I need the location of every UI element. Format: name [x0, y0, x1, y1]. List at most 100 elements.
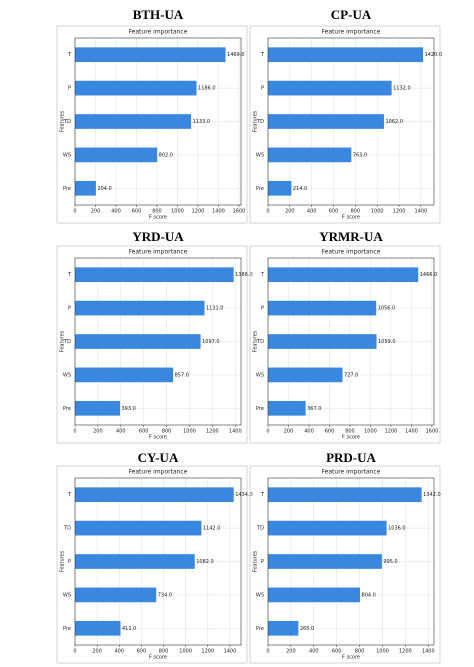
panel-label: BTH-UA: [133, 7, 184, 22]
plot-frame: [74, 257, 242, 426]
bar: [268, 487, 422, 503]
x-tick-label: 1600: [233, 209, 246, 215]
bar: [75, 180, 96, 196]
x-tick-label: 600: [137, 649, 147, 655]
value-label: 1131.0: [206, 306, 224, 312]
value-label: 1142.0: [203, 526, 221, 532]
panel-label: CP-UA: [331, 7, 372, 22]
x-tick-label: 200: [284, 429, 294, 435]
bar: [75, 80, 197, 96]
y-tick-label: T: [260, 272, 265, 278]
x-tick-label: 400: [304, 429, 314, 435]
x-axis-label: F score: [342, 435, 360, 441]
x-axis-label: F score: [149, 655, 167, 661]
value-label: 214.0: [293, 186, 307, 192]
value-label: 1342.0: [423, 492, 441, 498]
value-label: 727.0: [344, 372, 358, 378]
bar: [75, 114, 192, 129]
y-tick-label: P: [68, 559, 71, 565]
bar: [75, 334, 201, 349]
y-axis-label: Features: [253, 550, 259, 572]
x-tick-label: 800: [152, 209, 162, 215]
x-tick-label: 1400: [422, 649, 435, 655]
x-tick-label: 0: [73, 209, 76, 215]
x-tick-label: 1400: [212, 209, 225, 215]
value-label: 393.0: [121, 406, 135, 412]
x-tick-label: 600: [132, 209, 142, 215]
bar: [75, 147, 158, 163]
panel-frame: [56, 25, 248, 224]
y-tick-label: P: [261, 86, 264, 92]
y-tick-label: T: [67, 272, 72, 278]
value-label: 1036.0: [388, 526, 406, 532]
y-tick-label: P: [68, 86, 71, 92]
chart-title: Feature importance: [322, 29, 381, 36]
x-tick-label: 1200: [206, 429, 219, 435]
x-axis-label: F score: [149, 435, 167, 441]
y-tick-label: TD: [63, 526, 71, 532]
y-tick-label: TD: [63, 119, 71, 125]
value-label: 204.0: [97, 186, 111, 192]
x-axis-label: F score: [342, 655, 360, 661]
bar: [268, 80, 392, 96]
value-label: 1466.0: [420, 272, 438, 278]
plot-frame: [267, 37, 435, 206]
x-tick-label: 200: [92, 649, 102, 655]
bar: [268, 267, 419, 283]
x-tick-label: 0: [266, 429, 269, 435]
x-tick-label: 800: [162, 429, 172, 435]
y-tick-label: TD: [256, 526, 264, 532]
x-tick-label: 1400: [229, 429, 242, 435]
panel-frame: [249, 465, 441, 664]
bar: [75, 587, 157, 603]
x-tick-label: 600: [332, 649, 342, 655]
panel-frame: [56, 465, 248, 664]
y-tick-label: TD: [63, 339, 71, 345]
x-tick-label: 200: [286, 649, 296, 655]
x-tick-label: 600: [139, 429, 149, 435]
x-tick-label: 1000: [179, 649, 192, 655]
value-label: 1082.0: [196, 559, 214, 565]
value-label: 1386.0: [235, 272, 253, 278]
plot-frame: [267, 257, 435, 426]
x-tick-label: 1000: [376, 649, 389, 655]
value-label: 1186.0: [198, 86, 216, 92]
y-axis-label: Features: [60, 550, 66, 572]
value-label: 857.0: [175, 372, 189, 378]
value-label: 1056.0: [378, 306, 396, 312]
x-tick-label: 1200: [399, 649, 412, 655]
value-label: 802.0: [159, 152, 173, 158]
chart-title: Feature importance: [322, 249, 381, 256]
x-tick-label: 1000: [171, 209, 184, 215]
bar: [75, 47, 226, 63]
x-axis-label: F score: [342, 215, 360, 221]
bar: [268, 554, 382, 569]
panel-label: YRD-UA: [132, 229, 184, 244]
panel-label: CY-UA: [138, 450, 179, 465]
x-tick-label: 1600: [426, 429, 439, 435]
value-label: 1059.0: [378, 339, 396, 345]
plot-frame: [267, 477, 435, 646]
panel-frame: [249, 25, 441, 224]
x-tick-label: 0: [73, 649, 76, 655]
x-tick-label: 200: [285, 209, 295, 215]
x-tick-label: 1400: [224, 649, 237, 655]
value-label: 995.0: [383, 559, 397, 565]
x-tick-label: 800: [355, 649, 365, 655]
bar: [268, 114, 384, 129]
y-tick-label: P: [261, 559, 264, 565]
x-tick-label: 400: [307, 209, 317, 215]
value-label: 763.0: [353, 152, 367, 158]
chart-title: Feature importance: [129, 249, 188, 256]
value-label: 411.0: [122, 626, 136, 632]
x-tick-label: 1400: [405, 429, 418, 435]
y-tick-label: WS: [256, 372, 264, 378]
y-axis-label: Features: [60, 330, 66, 352]
x-tick-label: 200: [91, 209, 101, 215]
value-label: 265.0: [300, 626, 314, 632]
y-tick-label: T: [260, 492, 265, 498]
y-tick-label: Pre: [63, 626, 71, 632]
panel-frame: [56, 245, 248, 444]
y-tick-label: WS: [63, 152, 71, 158]
